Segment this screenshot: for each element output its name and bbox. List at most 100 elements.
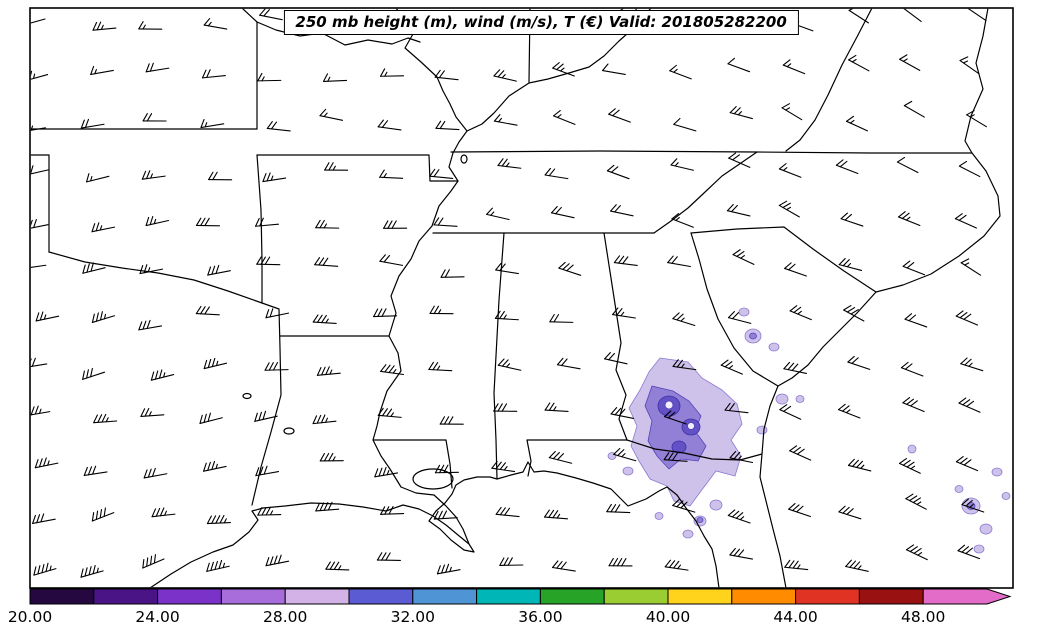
wind-barb (206, 514, 231, 525)
wind-barb-line (215, 360, 219, 367)
wind-barb-line (30, 73, 49, 80)
wind-barb-line (558, 261, 566, 269)
wind-barb (958, 160, 981, 178)
wind-barb-line (86, 173, 90, 183)
wind-barb-line (91, 512, 115, 522)
wind-barb-layer (30, 8, 987, 578)
wind-barb-line (142, 559, 145, 569)
wind-barb (379, 68, 405, 77)
wind-barb-line (95, 222, 100, 232)
wind-barb-line (268, 362, 274, 371)
wind-barb-line (737, 455, 742, 461)
wind-barb (255, 465, 280, 477)
wind-barb-line (612, 307, 619, 316)
lake-pontchartrain (412, 468, 454, 490)
wind-barb-line (80, 570, 104, 578)
wind-barb-line (558, 267, 582, 276)
wind-barb-line (503, 557, 509, 566)
wind-barb-line (35, 315, 60, 322)
wind-barb-line (726, 210, 751, 217)
wind-barb-line (436, 365, 441, 371)
wind-barb-line (433, 169, 440, 178)
wind-barb-line (207, 270, 231, 276)
wind-barb (30, 18, 46, 24)
wind-barb-line (604, 352, 611, 360)
wind-barb (91, 311, 115, 324)
wind-barb-line (436, 569, 461, 575)
wind-barb (961, 498, 985, 513)
wind-barb-line (490, 211, 495, 216)
wind-barb-line (729, 106, 737, 114)
wind-barb-line (845, 120, 869, 132)
wind-barb-line (147, 267, 151, 273)
wind-barb-line (373, 308, 379, 318)
wind-barb-line (384, 71, 388, 77)
wind-barb-line (670, 158, 678, 166)
wind-barb-line (963, 313, 972, 320)
wind-barb-line (145, 67, 170, 73)
wind-barb-line (383, 220, 389, 229)
wind-barb-line (667, 262, 691, 268)
wind-barb-line (97, 414, 103, 423)
wind-barb-line (324, 162, 330, 171)
wind-barb-line (728, 152, 737, 159)
wind-barb-line (91, 223, 96, 233)
wind-barb-line (614, 504, 621, 513)
wind-barb-line (727, 509, 736, 517)
colorbar-tick-label: 36.00 (518, 608, 562, 626)
wind-barb-line (672, 499, 680, 507)
wind-barb (373, 308, 398, 318)
wind-barb-line (80, 119, 85, 129)
wind-barb (843, 305, 865, 322)
wind-barb-line (139, 264, 144, 275)
wind-barb-line (138, 325, 163, 331)
wind-barb (429, 168, 454, 179)
wind-barb-line (664, 566, 689, 571)
wind-barb (732, 249, 755, 265)
wind-barb-line (31, 357, 36, 367)
wind-barb-line (30, 219, 33, 227)
wind-barb-line (195, 217, 202, 227)
wind-barb-line (45, 562, 49, 573)
wind-barb-line (613, 262, 638, 267)
wind-barb (497, 158, 522, 169)
shaded-region-medium (749, 332, 757, 340)
wind-barb-line (322, 73, 329, 82)
wind-barb-line (439, 464, 445, 474)
colorbar-segment (795, 588, 860, 605)
wind-barb-line (784, 566, 809, 571)
wind-barb (434, 69, 459, 81)
wind-barb-line (548, 450, 556, 459)
wind-barb-line (30, 363, 48, 368)
wind-barb (35, 311, 60, 322)
wind-barb-line (439, 120, 446, 130)
wind-barb-line (556, 63, 564, 71)
wind-barb-line (608, 557, 614, 567)
wind-barb-line (843, 305, 852, 311)
wind-barb-line (210, 561, 214, 571)
wind-barb-line (272, 361, 279, 371)
wind-barb (436, 563, 461, 575)
wind-barb-line (838, 258, 846, 266)
colorbar-segment (93, 588, 159, 605)
wind-barb (900, 361, 924, 377)
shaded-region-light (756, 425, 768, 435)
wind-barb-line (322, 79, 348, 82)
wind-barb (848, 8, 869, 24)
wind-barb-line (792, 446, 801, 454)
wind-barb (30, 218, 49, 229)
wind-barb (254, 410, 278, 422)
wind-barb-line (207, 412, 211, 422)
wind-barb-line (552, 510, 559, 519)
wind-barb-line (842, 506, 850, 514)
wind-barb-line (663, 410, 672, 418)
wind-barb-line (553, 314, 560, 323)
wind-barb (552, 560, 576, 572)
wind-barb-line (146, 319, 151, 329)
wind-barb (904, 313, 928, 328)
wind-barb (324, 162, 349, 171)
wind-barb-line (374, 468, 379, 478)
wind-barb-line (491, 460, 498, 469)
wind-barb (550, 206, 575, 219)
